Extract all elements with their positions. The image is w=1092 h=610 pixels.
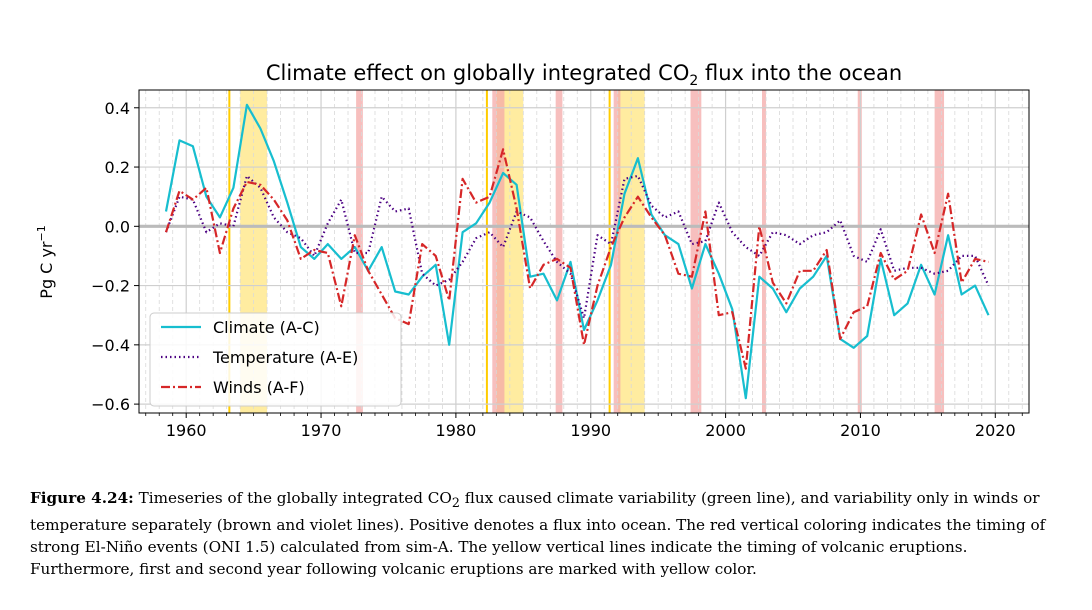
- y-tick-label: 0.4: [105, 99, 130, 118]
- figure-caption: Figure 4.24: Timeseries of the globally …: [30, 487, 1054, 580]
- y-tick-label: 0.0: [105, 217, 130, 236]
- caption-subscript: 2: [451, 495, 460, 511]
- elnino-band-0: [356, 90, 363, 413]
- y-tick-label: −0.6: [91, 395, 130, 414]
- x-tick-label: 2020: [975, 421, 1016, 440]
- elnino-band-5: [762, 90, 767, 413]
- legend-box: [149, 312, 402, 407]
- figure-label: Figure 4.24:: [30, 489, 134, 507]
- elnino-band-7: [934, 90, 945, 413]
- legend-label-climate: Climate (A-C): [213, 318, 320, 337]
- x-tick-label: 1980: [436, 421, 477, 440]
- y-tick-label: 0.2: [105, 158, 130, 177]
- caption-text-1: Timeseries of the globally integrated CO: [133, 489, 452, 507]
- co2-flux-chart: Climate effect on globally integrated CO…: [35, 61, 1030, 440]
- y-tick-label: −0.2: [91, 277, 130, 296]
- legend-label-winds: Winds (A-F): [213, 378, 305, 397]
- x-tick-label: 1970: [301, 421, 342, 440]
- legend: Climate (A-C) Temperature (A-E) Winds (A-F…: [149, 312, 402, 407]
- x-tick-label: 1990: [570, 421, 611, 440]
- axes: 1960 1970 1980 1990 2000 2010 2020 0.4 0.2 0.0 −0.…: [91, 99, 1023, 440]
- plot-frame: [138, 89, 1030, 414]
- x-tick-label: 1960: [166, 421, 207, 440]
- series-temperature: [164, 174, 990, 320]
- chart-title: Climate effect on globally integrated CO…: [266, 61, 902, 89]
- elnino-band-3: [613, 90, 621, 413]
- y-axis-label: Pg C yr−1: [35, 225, 56, 298]
- data-series: [164, 103, 990, 400]
- legend-label-temperature: Temperature (A-E): [212, 348, 358, 367]
- elnino-band-4: [690, 90, 702, 413]
- elnino-band-6: [857, 90, 862, 413]
- elnino-band-2: [555, 90, 563, 413]
- caption-text-2: flux caused climate variability (green l…: [30, 489, 1046, 579]
- elnino-band-1: [492, 90, 505, 413]
- x-tick-label: 2010: [840, 421, 881, 440]
- x-tick-label: 2000: [705, 421, 746, 440]
- y-tick-label: −0.4: [91, 336, 130, 355]
